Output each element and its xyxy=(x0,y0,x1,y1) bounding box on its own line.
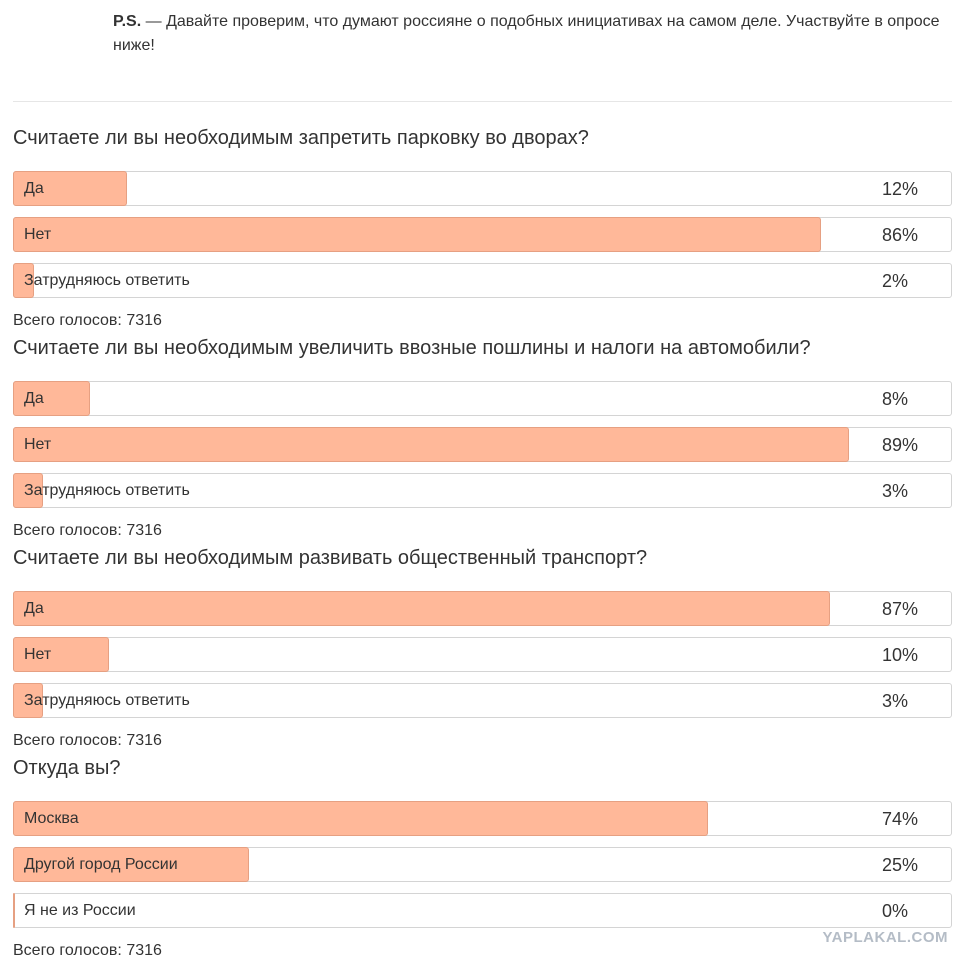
option-label: Нет xyxy=(24,226,52,243)
poll-question: Откуда вы? xyxy=(13,757,121,779)
poll-option: Да 8% xyxy=(13,381,952,416)
option-label: Да xyxy=(24,180,44,197)
option-label: Я не из России xyxy=(24,902,136,919)
option-label: Нет xyxy=(24,436,52,453)
option-label: Затрудняюсь ответить xyxy=(24,692,190,709)
option-percent: 25% xyxy=(882,855,919,875)
option-percent: 3% xyxy=(882,691,909,711)
option-label: Затрудняюсь ответить xyxy=(24,482,190,499)
option-label: Да xyxy=(24,600,44,617)
option-percent: 89% xyxy=(882,435,919,455)
watermark: YAPLAKAL.COM xyxy=(822,929,948,946)
poll-option: Нет 10% xyxy=(13,637,952,672)
option-percent: 10% xyxy=(882,645,919,665)
poll-bar xyxy=(13,381,90,416)
poll-option: Нет 86% xyxy=(13,217,952,252)
poll-bar xyxy=(13,847,250,882)
poll-bar xyxy=(13,263,34,298)
poll-bar xyxy=(13,591,831,626)
poll-total: Всего голосов: 7316 xyxy=(13,522,162,539)
poll-option: Москва 74% xyxy=(13,801,952,836)
option-percent: 86% xyxy=(882,225,919,245)
poll-option: Нет 89% xyxy=(13,427,952,462)
poll-total: Всего голосов: 7316 xyxy=(13,732,162,749)
intro-lead: P.S. xyxy=(113,13,142,30)
poll-option: Я не из России 0% xyxy=(13,893,952,928)
intro-text: — Давайте проверим, что думают россияне … xyxy=(113,13,940,54)
poll-total: Всего голосов: 7316 xyxy=(13,312,162,329)
option-label: Нет xyxy=(24,646,52,663)
poll-bar xyxy=(13,893,15,928)
poll-bar xyxy=(13,171,128,206)
poll-bar xyxy=(13,683,44,718)
poll-option: Затрудняюсь ответить 3% xyxy=(13,473,952,508)
poll-question: Считаете ли вы необходимым увеличить вво… xyxy=(13,337,811,359)
option-label: Да xyxy=(24,390,44,407)
poll-option: Да 12% xyxy=(13,171,952,206)
poll-bar xyxy=(13,217,821,252)
option-percent: 2% xyxy=(882,271,909,291)
poll-option: Затрудняюсь ответить 3% xyxy=(13,683,952,718)
option-percent: 3% xyxy=(882,481,909,501)
option-percent: 8% xyxy=(882,389,909,409)
option-percent: 0% xyxy=(882,901,909,921)
option-label: Затрудняюсь ответить xyxy=(24,272,190,289)
poll-bar xyxy=(13,637,109,672)
poll-option: Затрудняюсь ответить 2% xyxy=(13,263,952,298)
option-percent: 87% xyxy=(882,599,919,619)
poll-question: Считаете ли вы необходимым запретить пар… xyxy=(13,127,589,149)
poll-option: Да 87% xyxy=(13,591,952,626)
option-percent: 74% xyxy=(882,809,919,829)
option-label: Москва xyxy=(24,810,79,827)
poll-bar xyxy=(13,473,44,508)
poll-option: Другой город России 25% xyxy=(13,847,952,882)
option-label: Другой город России xyxy=(24,856,178,873)
poll-bar xyxy=(13,427,849,462)
poll-bar xyxy=(13,801,709,836)
poll-question: Считаете ли вы необходимым развивать общ… xyxy=(13,547,648,569)
separator xyxy=(13,101,952,102)
poll-total: Всего голосов: 7316 xyxy=(13,942,162,959)
intro: P.S. — Давайте проверим, что думают росс… xyxy=(113,10,953,58)
option-percent: 12% xyxy=(882,179,919,199)
